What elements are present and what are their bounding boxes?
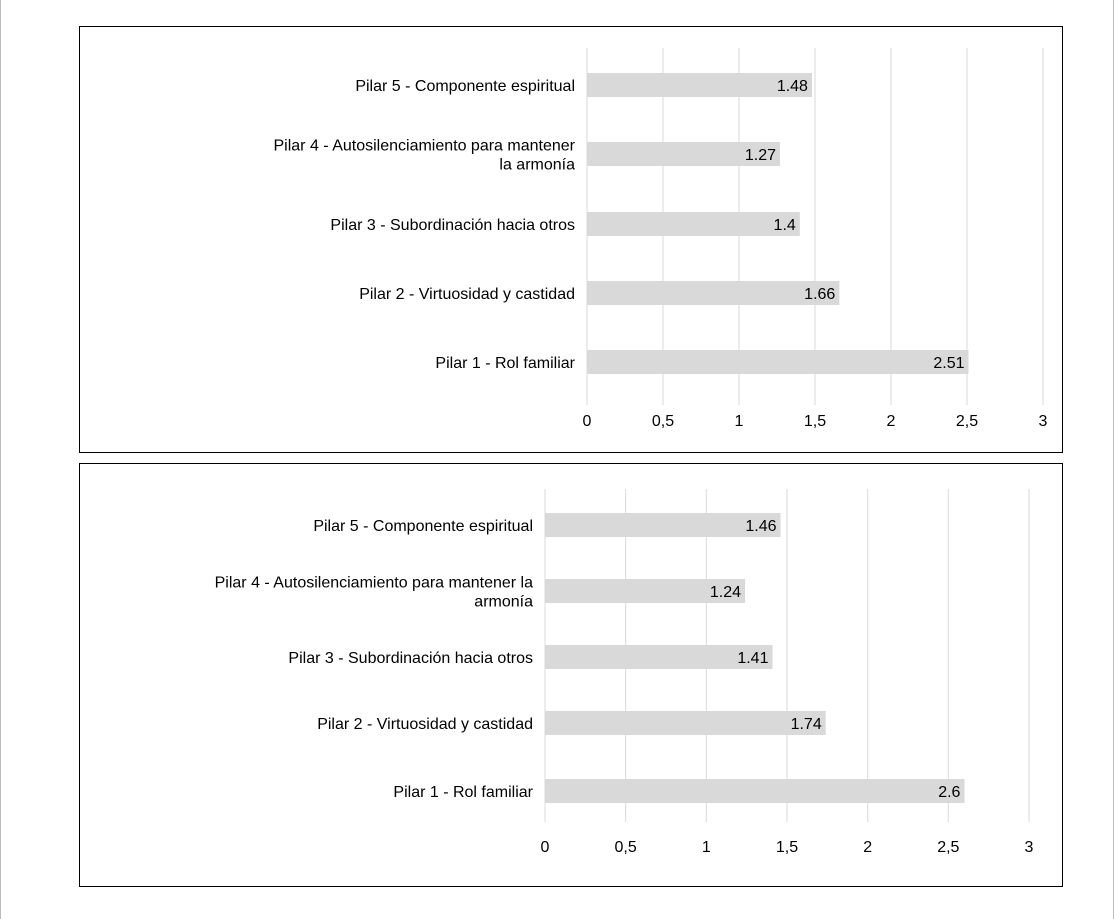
x-tick-label: 1,5 <box>776 839 798 856</box>
data-label: 1.24 <box>710 584 741 601</box>
x-tick-label: 2 <box>887 413 896 430</box>
chart-1-plot: 0 0,5 1 1,5 2 2,5 3 1.48 Pilar 5 - Componente es… <box>274 48 1048 430</box>
category-label: Pilar 4 - Autosilenciamiento para manten… <box>274 138 576 174</box>
bar <box>587 212 800 236</box>
category-label: Pilar 5 - Componente espiritual <box>355 78 575 95</box>
data-label: 1.4 <box>774 217 796 234</box>
data-label: 2.6 <box>938 784 960 801</box>
category-label: Pilar 2 - Virtuosidad y castidad <box>317 716 533 733</box>
data-label: 2.51 <box>933 355 964 372</box>
x-tick-label: 2,5 <box>937 839 959 856</box>
bar <box>587 142 781 166</box>
category-label: Pilar 1 - Rol familiar <box>435 355 575 372</box>
data-label: 1.48 <box>777 78 808 95</box>
x-tick-label: 2 <box>863 839 872 856</box>
x-tick-label: 1,5 <box>804 413 826 430</box>
category-label: Pilar 2 - Virtuosidad y castidad <box>359 286 575 303</box>
bar <box>587 73 812 97</box>
category-label: Pilar 5 - Componente espiritual <box>313 518 533 535</box>
data-label: 1.46 <box>745 518 776 535</box>
data-label: 1.41 <box>737 650 768 667</box>
bar <box>587 350 969 374</box>
x-tick-label: 1 <box>735 413 744 430</box>
x-tick-label: 0,5 <box>652 413 674 430</box>
x-tick-label: 3 <box>1025 839 1034 856</box>
x-tick-label: 0 <box>541 839 550 856</box>
category-label: Pilar 3 - Subordinación hacia otros <box>330 217 575 234</box>
category-label: Pilar 1 - Rol familiar <box>393 784 533 801</box>
bar <box>545 645 773 669</box>
data-label: 1.27 <box>745 147 776 164</box>
x-tick-label: 0,5 <box>615 839 637 856</box>
x-tick-label: 1 <box>702 839 711 856</box>
chart-2: 0 0,5 1 1,5 2 2,5 3 1.46 Pilar 5 - Componente es… <box>79 463 1063 887</box>
x-tick-label: 2,5 <box>956 413 978 430</box>
data-label: 1.74 <box>791 716 822 733</box>
bar <box>545 779 965 803</box>
bar <box>587 281 840 305</box>
category-label: Pilar 3 - Subordinación hacia otros <box>288 650 533 667</box>
chart-2-plot: 0 0,5 1 1,5 2 2,5 3 1.46 Pilar 5 - Componente es… <box>215 489 1034 856</box>
bar <box>545 711 826 735</box>
chart-1: 0 0,5 1 1,5 2 2,5 3 1.48 Pilar 5 - Componente es… <box>79 26 1063 453</box>
x-tick-label: 0 <box>583 413 592 430</box>
x-tick-label: 3 <box>1039 413 1048 430</box>
data-label: 1.66 <box>804 286 835 303</box>
bar <box>545 579 746 603</box>
bar <box>545 513 781 537</box>
category-label: Pilar 4 - Autosilenciamiento para manten… <box>215 575 533 611</box>
